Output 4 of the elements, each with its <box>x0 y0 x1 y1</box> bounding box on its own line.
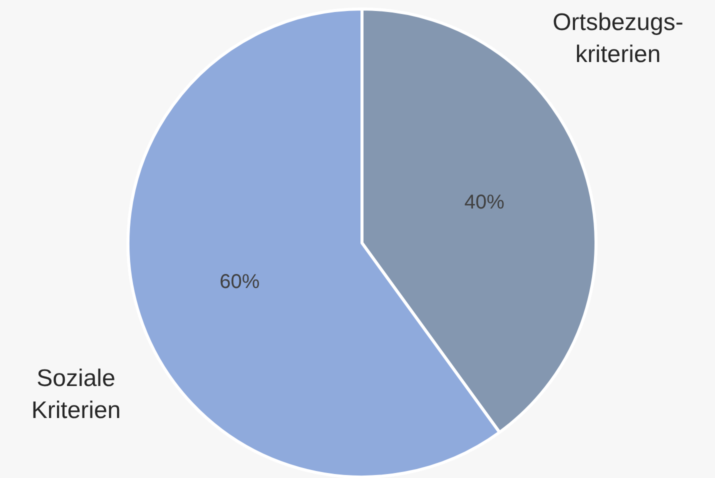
data-label: 60% <box>220 271 260 294</box>
data-label: 40% <box>464 192 505 214</box>
slice-label: Soziale Kriterien <box>31 365 121 424</box>
slice-label: Ortsbezugs- kriterien <box>552 9 684 68</box>
